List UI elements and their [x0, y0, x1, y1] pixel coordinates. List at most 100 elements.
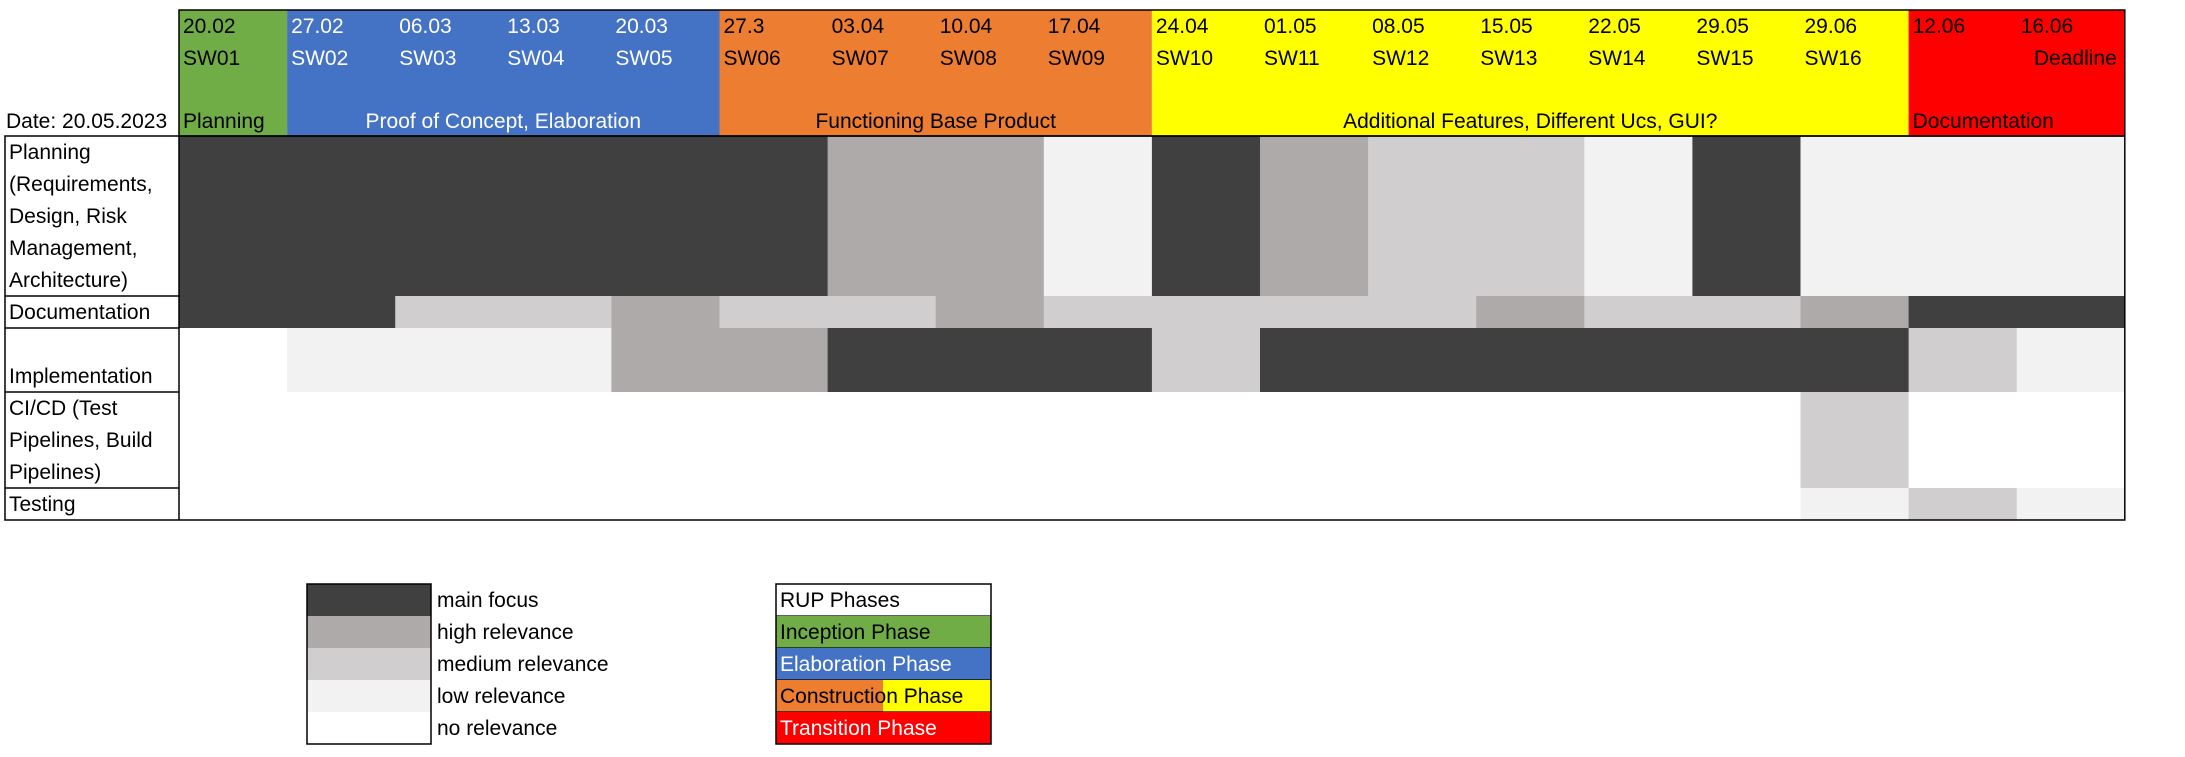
heatmap-cell: [1476, 296, 1585, 328]
heatmap-cell: [1260, 392, 1369, 488]
legend-swatch: [307, 584, 431, 616]
heatmap-cell: [827, 488, 937, 520]
heatmap-cell: [1151, 296, 1261, 328]
heatmap-cell: [1800, 136, 1910, 296]
heatmap-cell: [287, 392, 396, 488]
heatmap-cell: [1692, 136, 1802, 296]
row-label: Architecture): [9, 269, 128, 292]
week-sw-label: SW13: [1480, 47, 1537, 70]
heatmap-cell: [1260, 488, 1369, 520]
phase-band-2: [719, 10, 1152, 136]
heatmap-cell: [1584, 488, 1693, 520]
heatmap-cell: [1692, 296, 1802, 328]
week-date: 24.04: [1156, 15, 1209, 38]
legend-swatch: [307, 712, 431, 744]
heatmap-cell: [1584, 296, 1693, 328]
week-sw-label: SW01: [183, 47, 240, 70]
heatmap-cell: [503, 296, 612, 328]
heatmap-cell: [1368, 392, 1477, 488]
row-label: Planning: [9, 141, 91, 164]
week-date: 17.04: [1048, 15, 1101, 38]
legend-swatch: [307, 616, 431, 648]
heatmap-cell: [1908, 136, 2018, 296]
rup-legend-label: Inception Phase: [780, 621, 931, 644]
heatmap-cell: [611, 136, 721, 296]
heatmap-cell: [395, 392, 504, 488]
week-sw-label: SW11: [1264, 47, 1320, 70]
week-sw-label: SW02: [291, 47, 348, 70]
heatmap-cell: [611, 392, 721, 488]
heatmap-cell: [503, 392, 612, 488]
week-sw-label: SW04: [507, 47, 565, 70]
week-date: 16.06: [2021, 15, 2074, 38]
heatmap-cell: [611, 328, 721, 392]
heatmap-cell: [1151, 488, 1261, 520]
heatmap-cell: [1692, 328, 1802, 392]
heatmap-cell: [935, 488, 1045, 520]
legend-label: medium relevance: [437, 653, 609, 676]
heatmap-cell: [2016, 488, 2126, 520]
week-sw-label: SW14: [1588, 47, 1646, 70]
week-date: 03.04: [832, 15, 885, 38]
heatmap-cell: [2016, 328, 2126, 392]
heatmap-cell: [1043, 392, 1153, 488]
rup-legend-label: Elaboration Phase: [780, 653, 952, 676]
heatmap-cell: [395, 296, 504, 328]
deadline-label: Deadline: [2034, 47, 2117, 70]
heatmap-cell: [1800, 392, 1910, 488]
week-sw-label: SW07: [832, 47, 889, 70]
week-date: 27.3: [724, 15, 765, 38]
week-date: 13.03: [507, 15, 560, 38]
heatmap-cell: [179, 296, 288, 328]
phase-band-1: [287, 10, 720, 136]
date-label: Date: 20.05.2023: [6, 110, 167, 133]
row-label: Implementation: [9, 365, 153, 388]
legend-label: high relevance: [437, 621, 574, 644]
heatmap-cell: [1368, 296, 1477, 328]
phase-label: Planning: [183, 110, 265, 133]
heatmap-cell: [1151, 136, 1261, 296]
heatmap-cell: [503, 136, 612, 296]
week-date: 22.05: [1588, 15, 1641, 38]
week-date: 01.05: [1264, 15, 1317, 38]
week-date: 20.03: [615, 15, 668, 38]
heatmap-cell: [179, 328, 288, 392]
week-date: 10.04: [940, 15, 993, 38]
heatmap-cell: [1043, 296, 1153, 328]
rup-legend-swatch: [776, 680, 883, 712]
phase-label: Additional Features, Different Ucs, GUI?: [1343, 110, 1717, 133]
heatmap-cell: [1368, 488, 1477, 520]
week-sw-label: SW03: [399, 47, 456, 70]
rup-legend-title: RUP Phases: [780, 589, 900, 612]
week-date: 29.06: [1805, 15, 1858, 38]
phase-label: Proof of Concept, Elaboration: [366, 110, 642, 133]
heatmap-cell: [395, 136, 504, 296]
week-sw-label: SW08: [940, 47, 997, 70]
heatmap-cell: [719, 328, 829, 392]
heatmap-cell: [1800, 296, 1910, 328]
week-date: 15.05: [1480, 15, 1533, 38]
heatmap-cell: [395, 488, 504, 520]
heatmap-cell: [287, 136, 396, 296]
heatmap-cell: [719, 296, 829, 328]
heatmap-cell: [1260, 296, 1369, 328]
heatmap-cell: [935, 296, 1045, 328]
heatmap-cell: [935, 136, 1045, 296]
row-label: Management,: [9, 237, 137, 260]
legend-swatch: [307, 680, 431, 712]
heatmap-cell: [287, 296, 396, 328]
heatmap-cell: [1692, 392, 1802, 488]
heatmap-cell: [719, 488, 829, 520]
heatmap-cell: [1043, 488, 1153, 520]
heatmap-cell: [1584, 392, 1693, 488]
heatmap-cell: [1800, 328, 1910, 392]
heatmap-cell: [2016, 296, 2126, 328]
row-label: Documentation: [9, 301, 150, 324]
week-date: 29.05: [1696, 15, 1749, 38]
phase-band-3: [1151, 10, 1909, 136]
heatmap-cell: [827, 136, 937, 296]
week-sw-label: SW09: [1048, 47, 1105, 70]
week-sw-label: SW10: [1156, 47, 1213, 70]
heatmap-cell: [1476, 488, 1585, 520]
